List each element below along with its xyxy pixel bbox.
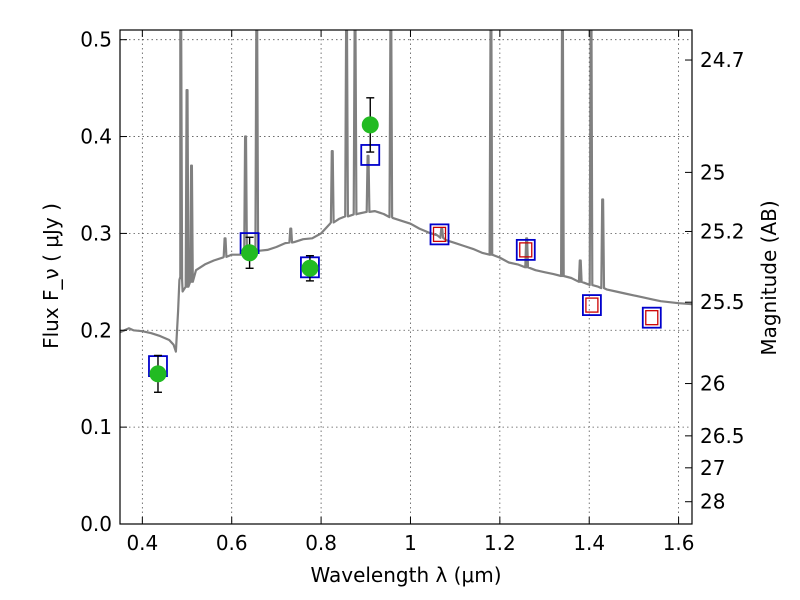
plot-frame: [119, 29, 693, 525]
observed-point: [301, 259, 319, 277]
y2-tick-label: 26.5: [700, 424, 745, 448]
y-axis-label: Flux F_ν ( μJy ): [39, 203, 63, 349]
model-point-square: [515, 238, 536, 261]
y-tick-label: 0.1: [80, 415, 112, 439]
x-tick-label: 0.4: [126, 531, 158, 555]
y-tick-label: 0.3: [80, 221, 112, 245]
x-axis-label: Wavelength λ (μm): [310, 563, 501, 587]
model-point-inner-square: [432, 226, 447, 243]
model-point-inner-square: [645, 310, 659, 326]
observed-point: [149, 365, 167, 383]
y2-tick-label: 26: [700, 372, 725, 396]
y2-tick-label: 28: [700, 490, 725, 514]
y2-tick-label: 27: [700, 456, 725, 480]
observed-point: [241, 244, 259, 262]
y-tick-label: 0.2: [80, 318, 112, 342]
y2-tick-label: 25: [700, 160, 725, 184]
model-point-inner-square: [585, 297, 599, 313]
y-tick-label: 0.5: [80, 28, 112, 52]
axis-ticks: 0.4 0.6 0.8 1 1.2 1.4 1.6 0.0 0.1 0.2 0.3 0.4 0.5 24.…: [80, 28, 744, 555]
model-point-square: [641, 306, 662, 329]
x-tick-label: 0.8: [305, 531, 337, 555]
y2-tick-label: 25.5: [700, 290, 745, 314]
x-tick-label: 1: [404, 531, 417, 555]
y-tick-label: 0.4: [80, 125, 112, 149]
y-tick-label: 0.0: [80, 512, 112, 536]
x-tick-label: 0.6: [216, 531, 248, 555]
model-point-inner-square: [519, 242, 533, 258]
model-point-square: [582, 294, 602, 316]
y2-axis-label: Magnitude (AB): [757, 200, 781, 355]
x-tick-label: 1.4: [573, 531, 605, 555]
x-tick-label: 1.6: [663, 531, 695, 555]
y2-tick-label: 25.2: [700, 219, 745, 243]
observed-point: [361, 116, 379, 134]
sed-template-layer: [120, 30, 692, 353]
model-point-square: [429, 223, 450, 246]
sed-template-line: [120, 30, 692, 353]
x-tick-label: 1.2: [484, 531, 516, 555]
photometry-layer: [148, 97, 662, 393]
y2-tick-label: 24.7: [700, 48, 745, 72]
